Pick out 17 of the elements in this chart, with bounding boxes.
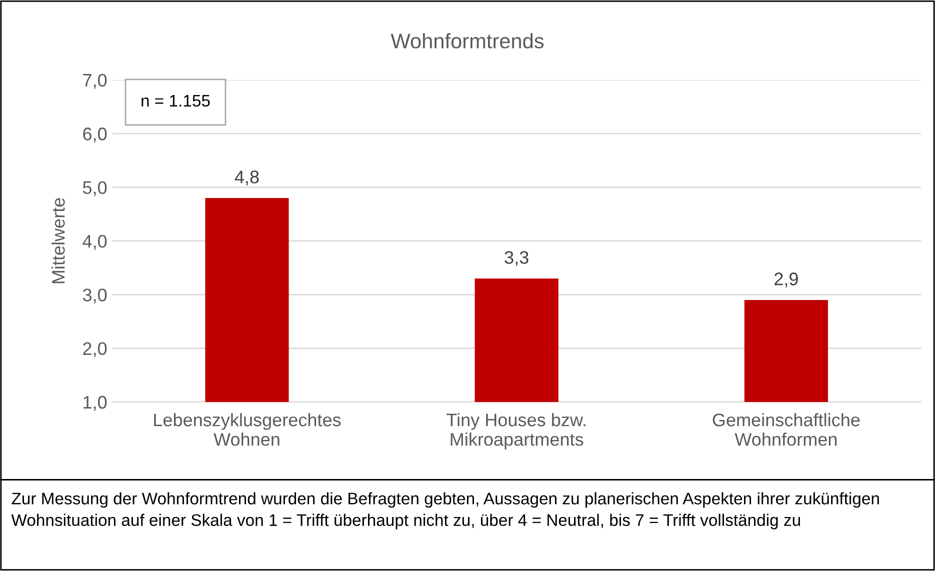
y-tick-label: 4,0	[82, 234, 107, 250]
y-tick-label: 2,0	[83, 342, 107, 358]
text: Zur Messung der Wohnformtrend wurden die Befragten gebten, Aussagen zu planerischen Aspekten ihrer zukünftigen Wohnsituation auf einer Skala von 1 = Trifft überhaupt nicht zu, über 4 = Neutral, bis 7 = Trifft vollständig zu	[11, 492, 879, 530]
data-label: 4,8	[234, 170, 259, 186]
x-tick-label: Lebenszyklusgerechtes Wohnen	[154, 413, 341, 446]
x-tick-label: Gemeinschaftliche Wohnformen	[712, 413, 860, 446]
data-label: 2,9	[774, 272, 798, 288]
data-label: 3,3	[504, 251, 528, 266]
annotation: n = 1.155	[142, 95, 210, 107]
y-tick-label: 3,0	[82, 288, 107, 304]
y-tick-label: 6,0	[83, 128, 107, 142]
x-tick-label: Tiny Houses bzw. Mikroapartments	[446, 413, 586, 450]
y-tick-label: 5,0	[82, 181, 107, 196]
y-axis-title: Mittelwerte	[52, 198, 65, 284]
chart-title: Wohnformtrends	[390, 33, 544, 48]
y-tick-label: 7,0	[83, 74, 107, 89]
y-tick-label: 1,0	[84, 396, 107, 411]
